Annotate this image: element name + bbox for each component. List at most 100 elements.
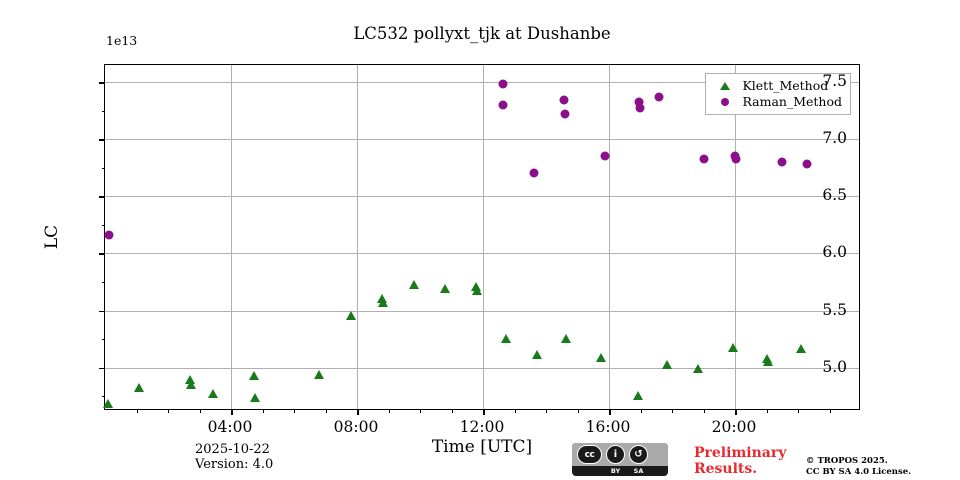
data-point-raman_method xyxy=(635,103,645,113)
x-tick-label: 08:00 xyxy=(333,418,379,436)
gridline-horizontal xyxy=(105,367,859,369)
gridline-vertical xyxy=(483,65,484,409)
chart-title: LC532 pollyxt_tjk at Dushanbe xyxy=(353,24,611,43)
x-tick-minor xyxy=(388,409,390,413)
cc-badge-icons: cc i ↺ xyxy=(572,443,668,466)
data-point-klett_method xyxy=(208,389,219,399)
cc-logo-icon: cc xyxy=(577,445,602,464)
x-tick-minor xyxy=(798,409,800,413)
data-point-raman_method xyxy=(498,100,508,110)
x-tick-minor xyxy=(262,409,264,413)
data-point-raman_method xyxy=(498,79,508,89)
data-point-klett_method xyxy=(632,390,643,400)
y-tick-minor xyxy=(101,281,105,284)
y-axis-offset-text: 1e13 xyxy=(106,33,138,48)
data-point-raman_method xyxy=(699,154,709,164)
cc-sa-label: SA xyxy=(633,467,644,475)
x-axis-label: Time [UTC] xyxy=(431,437,533,457)
preliminary-line-2: Results. xyxy=(694,461,758,477)
y-tick-major xyxy=(99,82,105,84)
data-point-klett_method xyxy=(103,398,114,408)
data-point-klett_method xyxy=(408,279,419,289)
x-tick-major xyxy=(609,409,611,415)
gridline-vertical xyxy=(357,65,358,409)
legend-item-raman[interactable]: Raman_Method xyxy=(712,94,842,110)
x-tick-minor xyxy=(325,409,327,413)
y-tick-label: 5.0 xyxy=(822,357,847,376)
x-tick-minor xyxy=(577,409,579,413)
x-tick-minor xyxy=(420,409,422,413)
x-tick-major xyxy=(483,409,485,415)
data-point-klett_method xyxy=(532,350,543,360)
x-tick-minor xyxy=(546,409,548,413)
x-tick-label: 04:00 xyxy=(207,418,253,436)
data-point-klett_method xyxy=(377,298,388,308)
gridline-horizontal xyxy=(105,196,859,198)
legend-label-raman: Raman_Method xyxy=(742,94,842,109)
y-tick-label: 6.0 xyxy=(822,243,847,262)
y-tick-major xyxy=(99,367,105,370)
y-tick-label: 7.5 xyxy=(822,72,847,91)
data-point-klett_method xyxy=(692,364,703,374)
x-tick-minor xyxy=(829,409,831,413)
data-point-raman_method xyxy=(104,230,114,240)
data-point-klett_method xyxy=(471,285,482,295)
copyright-line-2: CC BY SA 4.0 License. xyxy=(806,467,912,477)
data-point-klett_method xyxy=(795,343,806,353)
data-point-klett_method xyxy=(763,357,774,367)
y-tick-major xyxy=(99,253,105,255)
y-tick-label: 7.0 xyxy=(822,129,847,148)
preliminary-results-note: Preliminary Results. xyxy=(694,445,786,477)
data-point-klett_method xyxy=(439,283,450,293)
cc-badge-labels: BY SA xyxy=(572,466,668,476)
cc-sa-icon: ↺ xyxy=(629,445,648,464)
gridline-horizontal xyxy=(105,310,859,312)
y-tick-minor xyxy=(101,224,105,227)
data-point-raman_method xyxy=(777,157,787,167)
x-tick-minor xyxy=(672,409,674,413)
data-point-klett_method xyxy=(185,375,196,385)
legend-item-klett[interactable]: Klett_Method xyxy=(712,78,842,94)
data-point-raman_method xyxy=(654,92,664,102)
y-tick-minor xyxy=(101,339,105,341)
x-tick-major xyxy=(357,409,359,415)
gridline-horizontal xyxy=(105,139,859,141)
cc-license-badge: cc i ↺ BY SA xyxy=(572,443,668,476)
data-point-klett_method xyxy=(662,360,673,370)
copyright-line-1: © TROPOS 2025. xyxy=(806,456,888,466)
data-point-klett_method xyxy=(249,393,260,403)
y-tick-minor xyxy=(101,167,105,170)
data-point-raman_method xyxy=(600,151,610,161)
x-tick-minor xyxy=(703,409,705,413)
klett-triangle-icon xyxy=(712,82,738,90)
plot-area: Klett_Method Raman_Method xyxy=(99,64,860,415)
x-tick-minor xyxy=(136,409,138,413)
x-tick-major xyxy=(735,409,737,415)
x-tick-label: 20:00 xyxy=(711,418,757,436)
data-point-klett_method xyxy=(500,334,511,344)
data-point-raman_method xyxy=(634,97,644,107)
version-text: Version: 4.0 xyxy=(195,457,274,472)
data-point-raman_method xyxy=(560,109,570,119)
y-tick-major xyxy=(99,196,105,198)
data-point-raman_method xyxy=(529,168,539,178)
preliminary-line-1: Preliminary xyxy=(694,445,787,461)
gridline-vertical xyxy=(735,65,736,409)
x-tick-minor xyxy=(199,409,201,413)
legend[interactable]: Klett_Method Raman_Method xyxy=(705,73,851,115)
x-tick-minor xyxy=(640,409,642,413)
gridline-horizontal xyxy=(105,253,859,255)
data-point-raman_method xyxy=(802,159,812,169)
data-point-klett_method xyxy=(596,353,607,363)
raman-circle-icon xyxy=(712,98,738,106)
data-point-klett_method xyxy=(728,343,739,353)
gridline-vertical xyxy=(609,65,610,409)
x-tick-minor xyxy=(168,409,170,413)
y-axis-label: LC xyxy=(42,224,62,250)
y-tick-major xyxy=(99,139,105,141)
gridline-horizontal xyxy=(105,82,859,84)
legend-label-klett: Klett_Method xyxy=(742,78,829,93)
data-point-klett_method xyxy=(560,334,571,344)
measurement-date: 2025-10-22 xyxy=(195,442,270,457)
